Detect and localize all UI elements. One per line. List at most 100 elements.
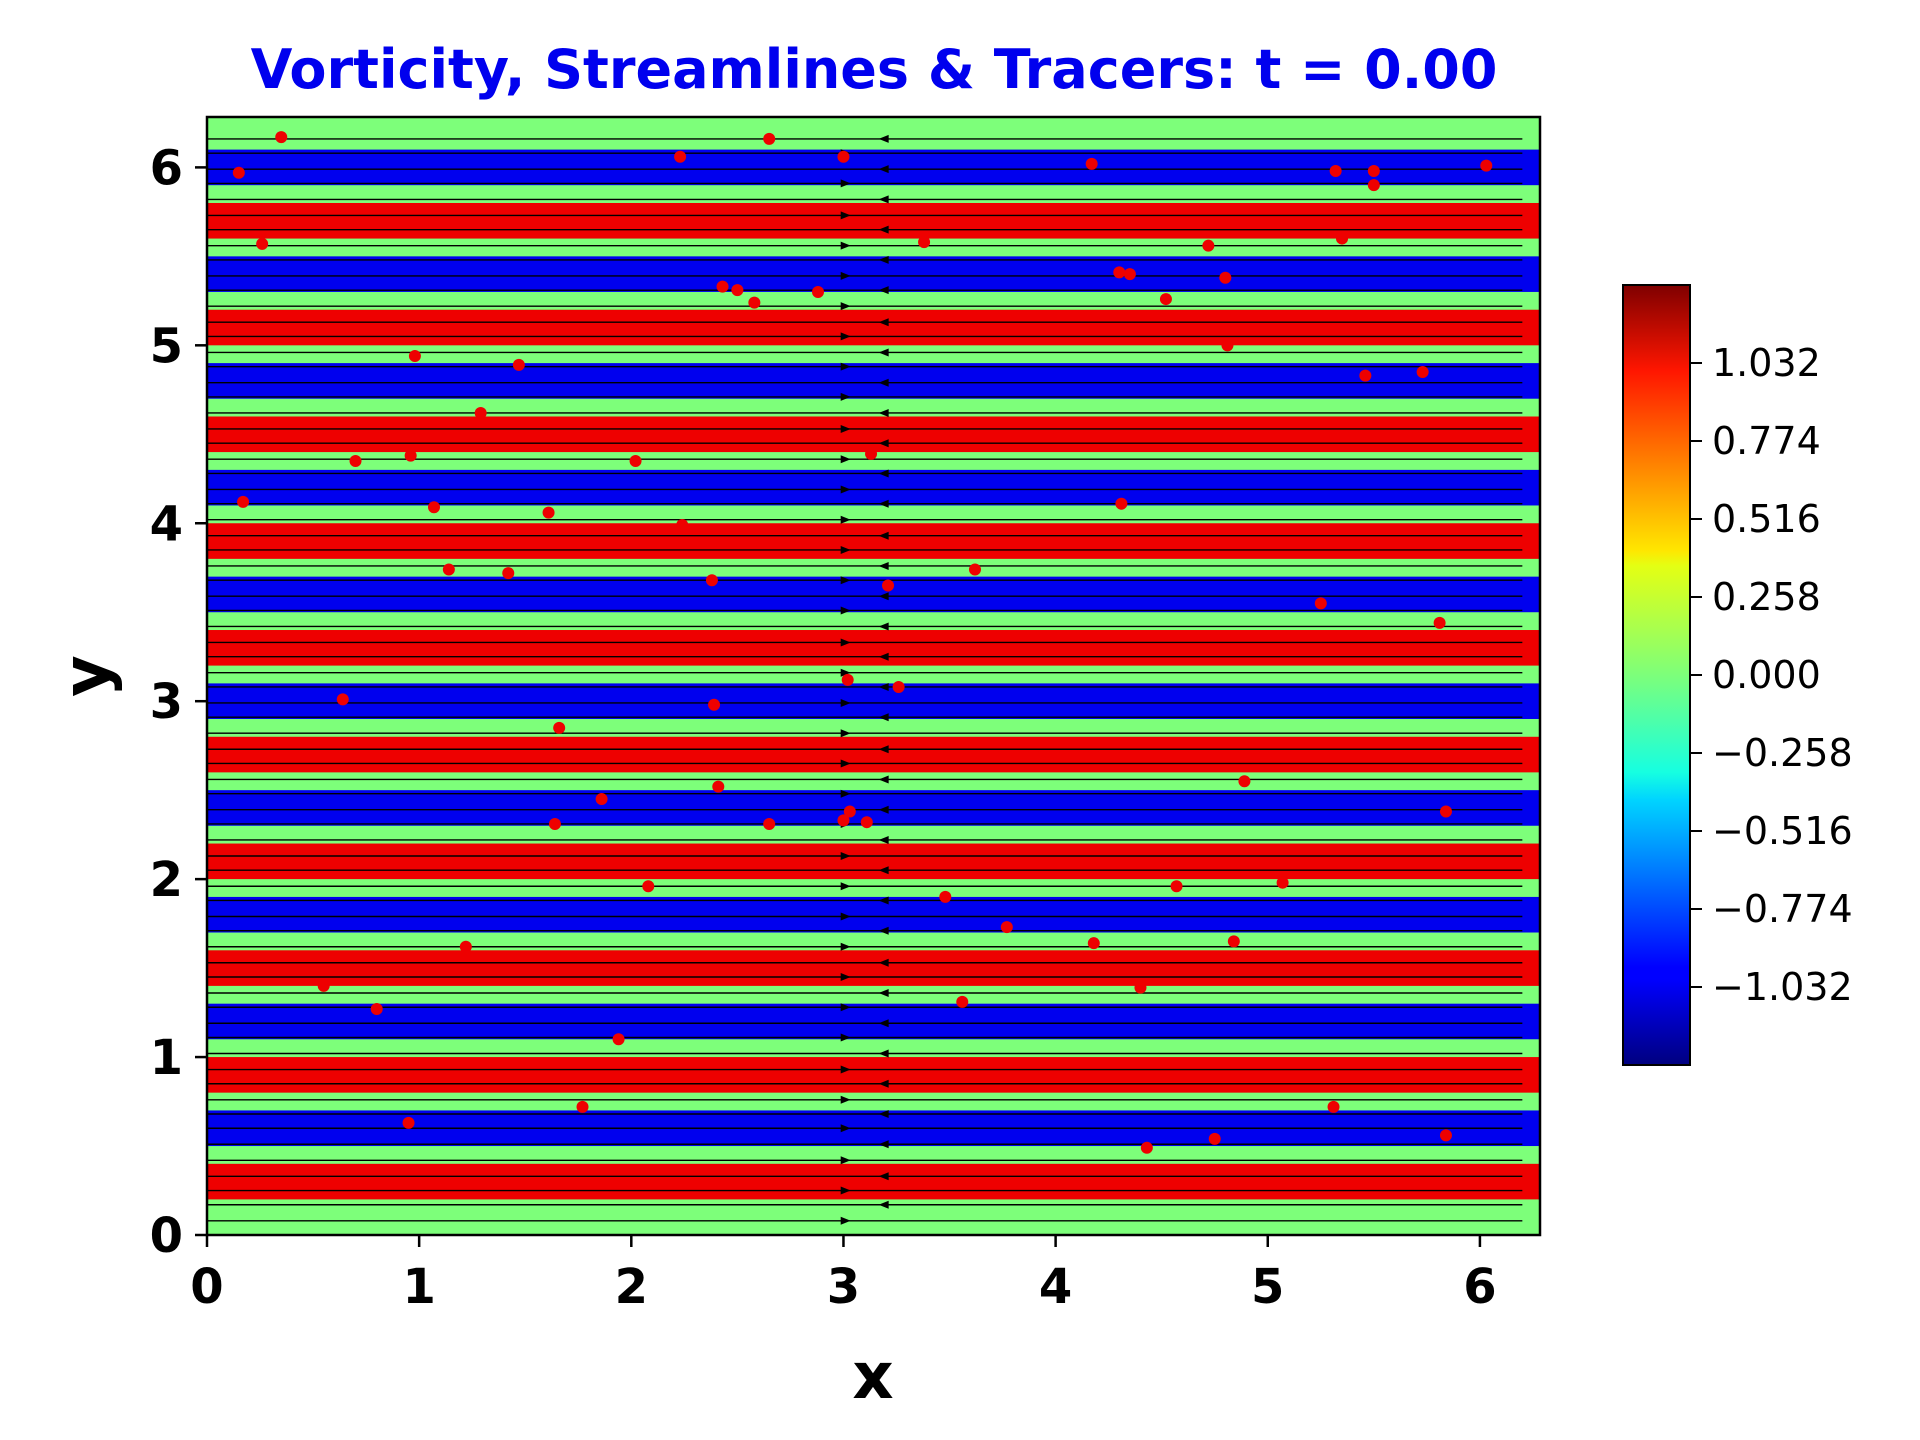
tracer-point-16 (748, 296, 761, 309)
streamline-arrow-46 (840, 515, 851, 524)
tracer-point-67 (956, 995, 969, 1008)
streamline-arrow-31 (878, 745, 889, 754)
tracer-point-70 (612, 1033, 625, 1046)
tracer-point-8 (1367, 164, 1380, 177)
streamline-arrow-60 (840, 302, 851, 311)
y-axis-ticks: 0 1 2 3 4 5 6 (150, 140, 207, 1264)
tracer-point-52 (548, 817, 561, 830)
colorbar-ticks: 1.032 0.774 0.516 0.258 0.000 −0.258 −0.516 −0.… (1690, 341, 1853, 1009)
x-axis-label: x (852, 1340, 893, 1414)
colorbar-tick-label-2: 0.516 (1712, 497, 1821, 541)
streamline-arrow-37 (878, 652, 889, 661)
streamline-arrow-21 (878, 896, 889, 905)
vorticity-band-11 (207, 576, 1540, 613)
tracer-point-20 (1159, 293, 1172, 306)
plot-frame (205, 115, 1542, 1237)
tracer-point-34 (542, 506, 555, 519)
vorticity-band-13 (207, 469, 1540, 506)
tracer-point-25 (1359, 369, 1372, 382)
vorticity-band-18 (207, 202, 1540, 239)
tracer-point-0 (275, 131, 288, 144)
tracer-point-35 (1115, 497, 1128, 510)
streamline-arrow-64 (840, 241, 851, 250)
vorticity-band-7 (207, 790, 1540, 826)
chart-title: Vorticity, Streamlines & Tracers: t = 0.… (251, 38, 1498, 101)
streamline-arrow-56 (840, 362, 851, 371)
tracer-point-56 (860, 816, 873, 829)
vorticity-band-15 (207, 363, 1540, 399)
tracers (232, 131, 1493, 1154)
streamline-arrow-36 (840, 668, 851, 677)
streamline-arrow-66 (840, 211, 851, 220)
streamline-arrow-15 (878, 989, 889, 998)
tracer-point-44 (336, 693, 349, 706)
vorticity-band-19 (207, 149, 1540, 186)
vorticity-band-16 (207, 309, 1540, 346)
tracer-point-2 (256, 237, 269, 250)
y-tick-label-2: 2 (150, 852, 183, 908)
streamline-arrow-67 (878, 195, 889, 204)
streamline-arrow-52 (840, 424, 851, 433)
streamline-arrow-47 (878, 499, 889, 508)
vorticity-band-9 (207, 683, 1540, 719)
streamline-arrow-53 (878, 408, 889, 417)
colorbar-tick-label-6: −0.516 (1712, 809, 1853, 853)
tracer-point-4 (763, 132, 776, 145)
tracer-point-9 (1367, 179, 1380, 192)
tracer-point-45 (708, 698, 721, 711)
streamline-arrow-22 (840, 882, 851, 891)
streamline-arrow-20 (840, 912, 851, 921)
tracer-point-62 (1000, 921, 1013, 934)
vorticity-band-3 (207, 1003, 1540, 1040)
streamline-arrow-2 (840, 1186, 851, 1195)
streamline-arrow-9 (878, 1079, 889, 1088)
streamline-arrow-29 (878, 775, 889, 784)
tracer-point-63 (459, 940, 472, 953)
streamline-arrow-61 (878, 286, 889, 295)
streamline-arrow-7 (878, 1110, 889, 1119)
streamline-arrow-39 (878, 622, 889, 631)
vorticity-band-10 (207, 630, 1540, 666)
tracer-point-75 (1208, 1132, 1221, 1145)
colorbar: 1.032 0.774 0.516 0.258 0.000 −0.258 −0.516 −0.… (1622, 284, 1853, 1066)
tracer-point-68 (1134, 981, 1147, 994)
vorticity-band-5 (207, 896, 1540, 933)
tracer-point-41 (968, 563, 981, 576)
tracer-point-3 (674, 150, 687, 163)
tracer-point-7 (1329, 164, 1342, 177)
colorbar-tick-label-4: 0.000 (1712, 653, 1821, 697)
tracer-point-10 (1480, 159, 1493, 172)
tracer-point-27 (474, 406, 487, 419)
tracer-point-49 (712, 780, 725, 793)
vorticity-band-0 (207, 1163, 1540, 1200)
streamline-arrow-58 (840, 332, 851, 341)
vorticity-band-2 (207, 1057, 1540, 1093)
streamline-arrow-69 (878, 165, 889, 174)
tracer-point-43 (1433, 616, 1446, 629)
tracer-point-15 (731, 284, 744, 297)
streamline-arrow-32 (840, 729, 851, 738)
streamline-arrow-12 (840, 1033, 851, 1042)
streamline-arrow-17 (878, 958, 889, 967)
tracer-point-23 (512, 358, 525, 371)
streamline-arrow-42 (840, 576, 851, 585)
tracer-point-66 (370, 1003, 383, 1016)
streamline-arrow-57 (878, 348, 889, 357)
vorticity-band-6 (207, 843, 1540, 880)
streamline-arrow-59 (878, 318, 889, 327)
streamline-arrow-13 (878, 1019, 889, 1028)
tracer-point-6 (1085, 157, 1098, 170)
tracer-point-14 (716, 280, 729, 293)
tracer-point-65 (1227, 935, 1240, 948)
tracer-point-32 (237, 495, 250, 508)
streamline-arrow-6 (840, 1124, 851, 1133)
tracer-point-17 (812, 285, 825, 298)
vorticity-band-4 (207, 950, 1540, 986)
streamline-arrow-4 (840, 1156, 851, 1165)
tracer-point-50 (1238, 775, 1251, 788)
tracer-point-28 (349, 454, 362, 467)
tracer-point-37 (442, 563, 455, 576)
tracer-point-26 (1416, 366, 1429, 379)
streamline-arrow-18 (840, 942, 851, 951)
y-tick-label-3: 3 (150, 674, 183, 730)
